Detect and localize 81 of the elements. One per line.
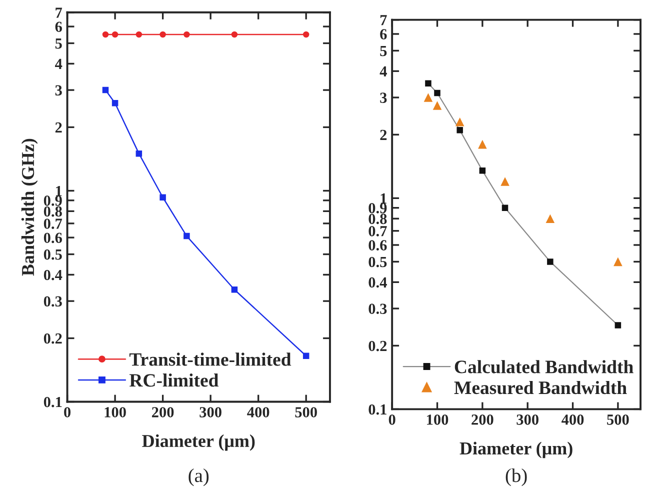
point [302,352,310,359]
y-tick-label: 1 [380,193,386,204]
y-tick-label: 2 [55,122,62,133]
point [456,127,463,134]
x-tick-label: 100 [427,414,448,425]
point [112,31,118,38]
x-tick-label: 0 [64,407,71,418]
x-tick-label: 400 [562,414,584,425]
point [546,214,555,224]
x-tick-label: 300 [516,414,538,425]
point [231,31,238,38]
point [184,232,190,240]
y-tick-label: 0.6 [368,240,387,251]
y-tick-label: 1 [56,186,62,196]
point [136,150,142,157]
y-tick-label: 3 [380,92,387,103]
legend-label: Calculated Bandwidth [454,360,634,374]
y-axis-title: Bandwidth (GHz) [21,138,38,276]
legend-label: Transit-time-limited [129,352,292,366]
x-axis-title: Diameter (μm) [460,442,572,458]
point [432,101,442,110]
y-tick-label: 7 [380,15,387,26]
x-tick-label: 100 [104,407,126,418]
point [479,168,486,174]
y-tick-label: 0.4 [44,270,62,280]
point [424,93,433,102]
y-tick-label: 6 [55,22,62,32]
x-tick-label: 300 [200,407,222,418]
y-tick-label: 0.2 [368,340,387,352]
text: (b) [506,468,527,486]
point [112,100,118,106]
point [614,257,622,266]
y-tick-label: 0.7 [44,218,62,229]
y-tick-label: 0.5 [368,256,387,268]
y-tick-label: 0.1 [368,404,386,415]
y-tick-label: 4 [380,66,387,76]
point [478,140,487,149]
y-tick-label: 0.7 [368,226,387,236]
y-tick-label: 7 [56,8,62,18]
x-tick-label: 200 [152,407,174,418]
y-tick-label: 2 [380,130,387,140]
y-tick-label: 0.4 [368,277,387,288]
point [455,117,464,126]
y-tick-label: 0.9 [44,196,62,206]
y-tick-label: 0.3 [44,296,62,307]
y-tick-label: 4 [55,58,62,69]
y-tick-label: 0.6 [44,232,62,244]
y-tick-label: 5 [380,46,387,56]
y-tick-label: 6 [380,29,387,40]
y-tick-label: 5 [55,38,62,49]
point [184,31,190,38]
point [231,286,238,293]
legend-label: Measured Bandwidth [454,380,627,394]
point [425,80,432,86]
point [102,31,109,38]
x-tick-label: 0 [388,414,396,425]
y-tick-label: 0.3 [368,304,387,314]
y-tick-label: 3 [55,85,62,96]
text: (a) [188,468,209,486]
y-tick-label: 0.8 [44,206,62,217]
y-tick-label: 0.5 [44,249,62,260]
x-tick-label: 200 [472,414,494,425]
point [160,194,166,201]
y-tick-label: 0.2 [44,333,62,344]
point [302,31,310,38]
point [614,322,622,328]
point [434,90,440,96]
point [502,204,508,211]
x-tick-label: 500 [607,414,629,425]
y-tick-label: 0.9 [368,202,387,214]
point [136,31,142,38]
point [547,258,554,265]
legend-label: RC-limited [129,374,219,387]
x-tick-label: 500 [295,407,317,418]
point [500,177,510,186]
y-tick-label: 0.1 [44,396,62,408]
point [102,86,109,94]
point [160,31,166,38]
x-axis-title: Diameter (μm) [142,434,255,451]
y-tick-label: 0.8 [368,214,387,224]
x-tick-label: 400 [247,407,270,418]
